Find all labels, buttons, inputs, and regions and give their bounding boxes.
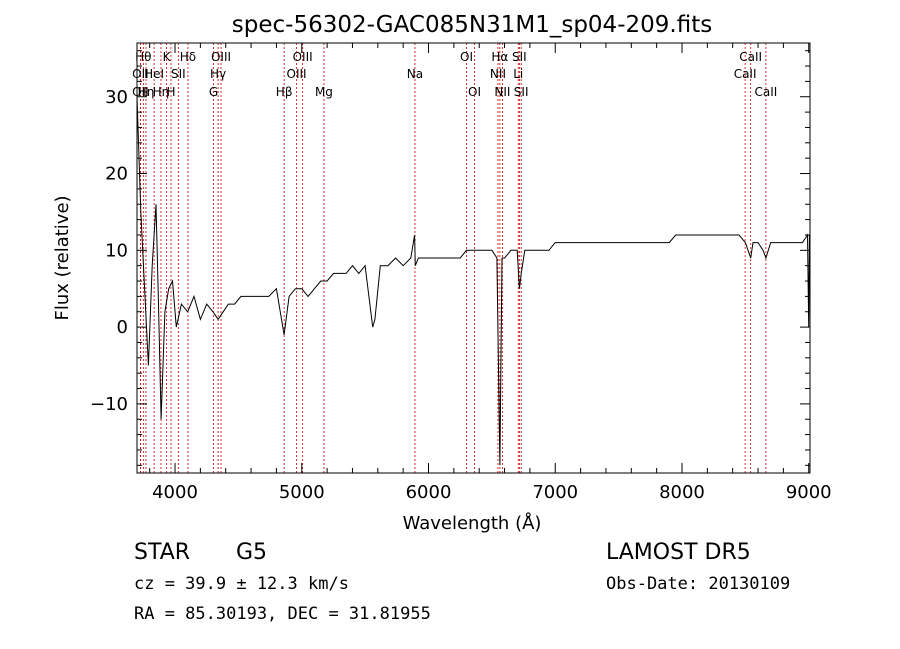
marker-label: SII xyxy=(514,85,529,99)
marker-label: OIII xyxy=(287,67,307,81)
marker-label: OIII xyxy=(293,50,313,64)
marker-label: CaII xyxy=(739,50,762,64)
marker-label: Hη xyxy=(153,85,170,99)
x-tick-label: 5000 xyxy=(279,482,325,503)
x-tick-label: 9000 xyxy=(786,482,832,503)
marker-label: Hβ xyxy=(276,85,293,99)
x-tick-label: 6000 xyxy=(406,482,452,503)
survey-label: LAMOST DR5 xyxy=(606,540,751,565)
y-tick-label: 10 xyxy=(105,240,128,261)
marker-label: H xyxy=(166,85,175,99)
x-axis-label: Wavelength (Å) xyxy=(403,512,542,534)
marker-label: K xyxy=(163,50,172,64)
marker-label: CaII xyxy=(734,67,757,81)
marker-label: Mg xyxy=(315,85,333,99)
object-subclass: G5 xyxy=(236,540,268,565)
marker-label: OI xyxy=(460,50,473,64)
x-axis-ticks: 4000 5000 6000 7000 8000 9000 xyxy=(149,43,832,503)
marker-label: OII xyxy=(132,85,149,99)
x-tick-label: 7000 xyxy=(532,482,578,503)
marker-label: Li xyxy=(513,67,523,81)
marker-label: HeI xyxy=(144,67,164,81)
marker-label: OIII xyxy=(211,50,231,64)
marker-label: Hα xyxy=(491,50,508,64)
y-axis-ticks: −10 0 10 20 30 xyxy=(90,50,810,466)
marker-label: Hθ xyxy=(135,50,151,64)
ra-dec: RA = 85.30193, DEC = 31.81955 xyxy=(134,604,431,624)
y-tick-label: −10 xyxy=(90,394,128,415)
marker-label: G xyxy=(209,85,218,99)
marker-label: Hγ xyxy=(210,67,226,81)
marker-label: SII xyxy=(171,67,186,81)
marker-label: OII xyxy=(132,67,149,81)
y-axis-label: Flux (relative) xyxy=(52,195,73,320)
object-class: STAR xyxy=(134,540,191,565)
chart-title: spec-56302-GAC085N31M1_sp04-209.fits xyxy=(232,12,712,38)
marker-label: Na xyxy=(407,67,423,81)
y-tick-label: 30 xyxy=(105,87,128,108)
marker-label: Hη xyxy=(138,85,155,99)
marker-label: SII xyxy=(512,50,527,64)
redshift-cz: cz = 39.9 ± 12.3 km/s xyxy=(134,574,349,594)
emission-line-labels: OII OII Hθ Hη HeI Hη K H SII Hδ G Hγ OIII Hβ OIII OIII M… xyxy=(132,50,777,99)
spectrum-line xyxy=(136,96,810,466)
marker-label: NII xyxy=(494,85,510,99)
x-tick-label: 8000 xyxy=(659,482,705,503)
x-tick-label: 4000 xyxy=(152,482,198,503)
marker-label: CaII xyxy=(754,85,777,99)
y-tick-label: 20 xyxy=(105,164,128,185)
marker-label: Hδ xyxy=(180,50,196,64)
marker-label: NII xyxy=(490,67,506,81)
obs-date: Obs-Date: 20130109 xyxy=(606,574,791,594)
plot-frame xyxy=(136,42,811,474)
y-tick-label: 0 xyxy=(117,317,128,338)
marker-label: OI xyxy=(468,85,481,99)
